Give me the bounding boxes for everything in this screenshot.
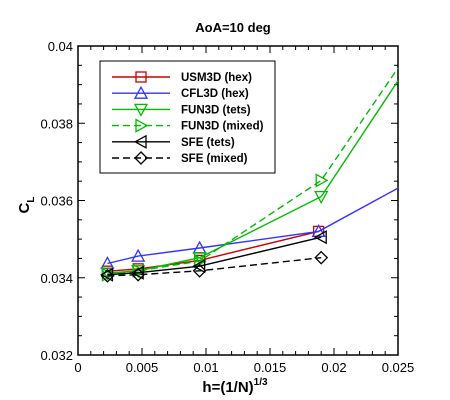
data-point [100,268,115,283]
series-line [107,257,322,277]
y-tick-label: 0.034 [40,271,73,286]
x-tick-label: 0 [74,360,81,375]
x-tick-label: 0.005 [126,360,159,375]
x-tick-label: 0.01 [193,360,218,375]
x-tick-label: 0.015 [254,360,287,375]
data-point [132,263,146,278]
legend-marker [134,151,148,165]
legend-entry: FUN3D (tets) [112,103,251,117]
legend-entry: USM3D (hex) [112,71,252,84]
y-tick-label: 0.032 [40,348,73,363]
x-axis-label-superscript: 1/3 [254,377,268,388]
data-point [192,252,207,266]
y-tick-label: 0.038 [40,116,73,131]
series-line [107,67,399,276]
legend-entry: SFE (mixed) [112,151,248,165]
data-point [315,173,329,188]
data-point [313,230,327,245]
legend-box [99,60,276,174]
legend-label: USM3D (hex) [181,72,252,84]
y-axis-label: CL [16,197,37,214]
x-tick-label: 0.025 [382,360,415,375]
legend-entry: CFL3D (hex) [112,85,249,100]
data-point [131,248,146,262]
data-point [192,263,207,278]
legend-entry: FUN3D (mixed) [112,118,264,133]
data-point [192,259,206,274]
series-1 [100,187,399,270]
legend-marker [133,103,149,117]
legend-label: SFE (tets) [181,137,235,149]
chart-title: AoA=10 deg [195,20,271,35]
y-axis-label-subscript: L [26,197,37,203]
legend-label: CFL3D (hex) [181,88,249,100]
y-tick-label: 0.036 [40,194,73,209]
data-point [131,267,146,282]
legend-marker [135,71,147,83]
series-line [107,236,322,276]
legend-marker [133,134,147,149]
legend-marker [133,85,149,99]
legend-entry: SFE (tets) [112,134,235,149]
legend-marker [135,118,149,133]
legend-label: SFE (mixed) [181,153,248,165]
legend-label: FUN3D (mixed) [181,121,264,133]
data-point [193,254,207,269]
data-point [314,190,329,204]
x-tick-label: 0.02 [321,360,346,375]
data-point [314,250,329,265]
y-tick-label: 0.04 [48,39,73,54]
legend-label: FUN3D (tets) [181,104,251,116]
series-5 [100,250,329,283]
series-line [107,187,399,265]
data-point [311,224,326,238]
x-axis-label: h=(1/N)1/3 [202,377,268,396]
